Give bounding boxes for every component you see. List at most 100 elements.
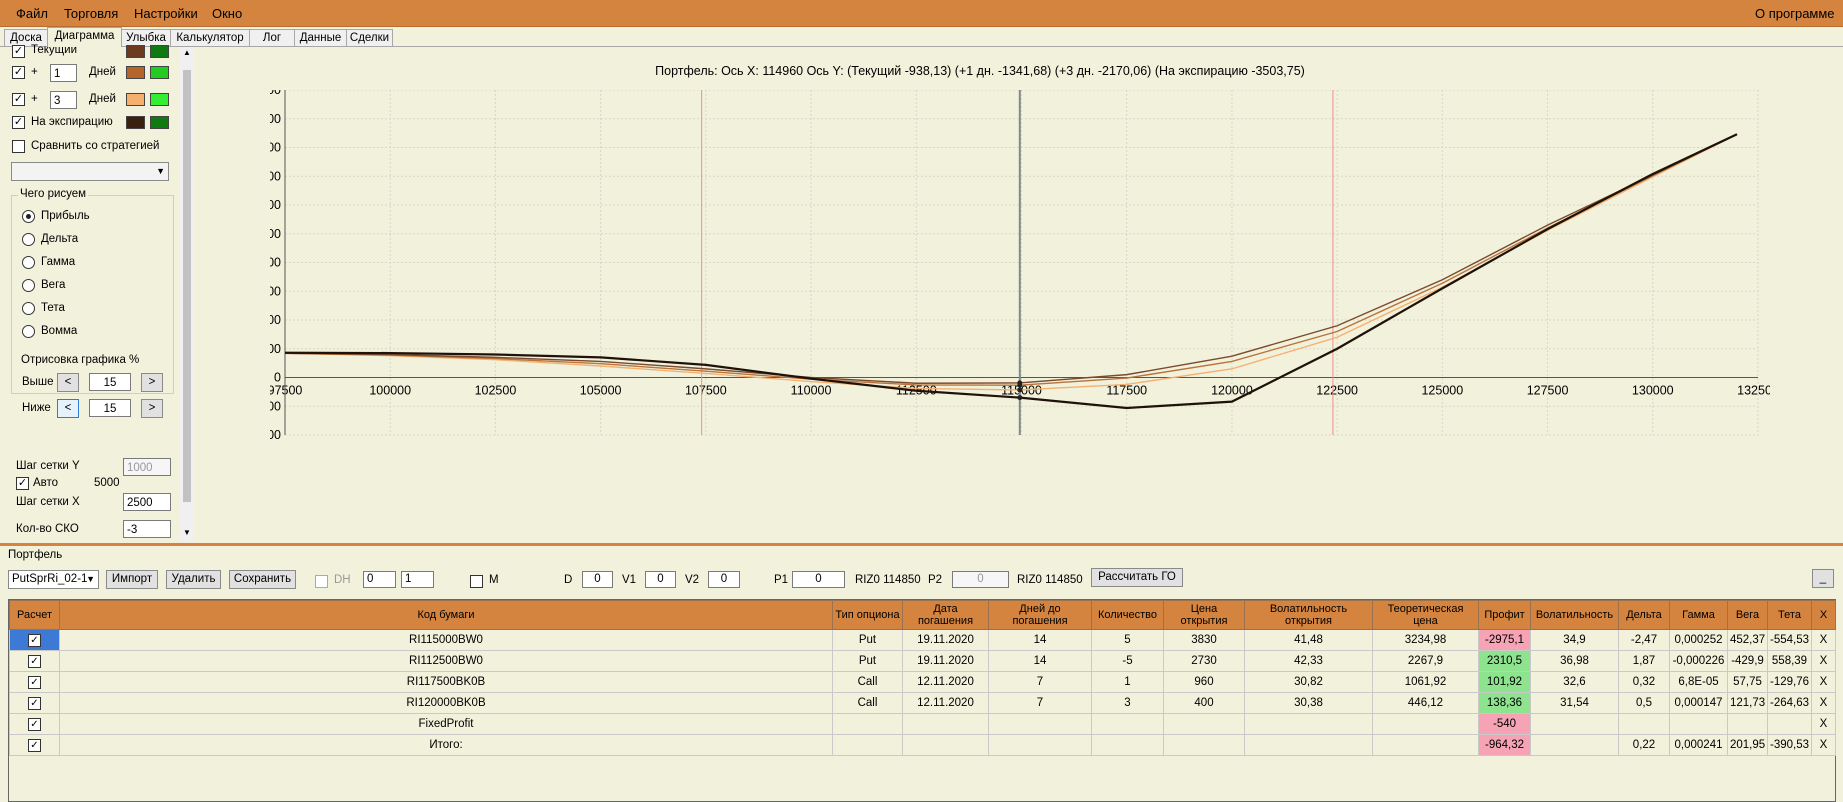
header-theta[interactable]: Тета <box>1767 600 1812 630</box>
p1-input[interactable]: 0 <box>792 571 845 588</box>
delete-button[interactable]: Удалить <box>166 570 221 589</box>
radio-delta[interactable] <box>22 233 35 246</box>
below-value-input[interactable]: 15 <box>89 399 131 417</box>
tab-calculator[interactable]: Калькулятор <box>170 29 250 46</box>
tab-diagram[interactable]: Диаграмма <box>47 27 122 47</box>
above-decrease-button[interactable]: < <box>57 373 79 392</box>
current-color-swatch[interactable] <box>126 45 145 58</box>
remove-row-button[interactable]: X <box>1811 713 1836 735</box>
scroll-down-icon[interactable]: ▼ <box>183 528 191 537</box>
sko-input[interactable]: -3 <box>123 520 171 538</box>
plus3-color-swatch[interactable] <box>126 93 145 106</box>
import-button[interactable]: Импорт <box>106 570 158 589</box>
calc-checkbox[interactable]: ✓ <box>28 654 41 668</box>
menu-trade[interactable]: Торговля <box>64 6 119 21</box>
plus3-green-swatch[interactable] <box>150 93 169 106</box>
plus3-days-input[interactable]: 3 <box>50 91 77 109</box>
plus1-checkbox[interactable]: ✓ <box>12 66 25 79</box>
radio-profit[interactable] <box>22 210 35 223</box>
v1-input[interactable]: 0 <box>645 571 676 588</box>
table-row[interactable]: ✓ RI115000BW0 Put 19.11.2020 14 5 3830 41,48 323… <box>9 629 1836 651</box>
calc-checkbox-cell[interactable]: ✓ <box>9 650 60 672</box>
calc-checkbox[interactable]: ✓ <box>28 738 41 752</box>
radio-gamma[interactable] <box>22 256 35 269</box>
panel-splitter[interactable] <box>0 543 1843 546</box>
header-days[interactable]: Дней до погашения <box>988 600 1092 630</box>
remove-row-button[interactable]: X <box>1811 734 1836 756</box>
below-decrease-button[interactable]: < <box>57 399 79 418</box>
calc-checkbox[interactable]: ✓ <box>28 675 41 689</box>
grid-x-input[interactable]: 2500 <box>123 493 171 511</box>
header-open-vol[interactable]: Волатильность открытия <box>1244 600 1373 630</box>
calc-checkbox[interactable]: ✓ <box>28 696 41 710</box>
d-input[interactable]: 0 <box>582 571 613 588</box>
calc-checkbox-cell[interactable]: ✓ <box>9 629 60 651</box>
dh-stepper-b[interactable]: 1 <box>401 571 434 588</box>
calc-checkbox-cell[interactable]: ✓ <box>9 671 60 693</box>
portfolio-select[interactable]: PutSprRi_02-1 ▼ <box>8 570 99 589</box>
expiration-green-swatch[interactable] <box>150 116 169 129</box>
calculate-go-button[interactable]: Рассчитать ГО <box>1091 568 1183 587</box>
current-checkbox[interactable]: ✓ <box>12 45 25 58</box>
table-row[interactable]: ✓ RI117500BK0B Call 12.11.2020 7 1 960 30,82 106… <box>9 671 1836 693</box>
calc-checkbox-cell[interactable]: ✓ <box>9 713 60 735</box>
radio-theta[interactable] <box>22 302 35 315</box>
menu-settings[interactable]: Настройки <box>134 6 198 21</box>
scrollbar-thumb[interactable] <box>183 70 191 502</box>
radio-vomma[interactable] <box>22 325 35 338</box>
header-theo-price[interactable]: Теоретическая цена <box>1372 600 1479 630</box>
table-row[interactable]: ✓ FixedProfit -540 X <box>9 713 1836 735</box>
header-date[interactable]: Дата погашения <box>902 600 989 630</box>
table-row[interactable]: ✓ RI120000BK0B Call 12.11.2020 7 3 400 30,38 446… <box>9 692 1836 714</box>
menu-file[interactable]: Файл <box>16 6 48 21</box>
expiration-checkbox[interactable]: ✓ <box>12 116 25 129</box>
remove-row-button[interactable]: X <box>1811 650 1836 672</box>
compare-checkbox[interactable] <box>12 140 25 153</box>
dh-checkbox[interactable] <box>315 575 328 588</box>
plus1-days-input[interactable]: 1 <box>50 64 77 82</box>
remove-row-button[interactable]: X <box>1811 629 1836 651</box>
header-vol[interactable]: Волатильность <box>1530 600 1619 630</box>
auto-checkbox[interactable]: ✓ <box>16 477 29 490</box>
calc-checkbox-cell[interactable]: ✓ <box>9 692 60 714</box>
header-gamma[interactable]: Гамма <box>1669 600 1728 630</box>
menu-about[interactable]: О программе <box>1755 6 1835 21</box>
dh-stepper-a[interactable]: 0 <box>363 571 396 588</box>
calc-checkbox[interactable]: ✓ <box>28 717 41 731</box>
above-value-input[interactable]: 15 <box>89 373 131 391</box>
strategy-select[interactable]: ▼ <box>11 162 169 181</box>
calc-checkbox-cell[interactable]: ✓ <box>9 734 60 756</box>
tab-smile[interactable]: Улыбка <box>121 29 171 46</box>
tab-log[interactable]: Лог <box>249 29 295 46</box>
menu-window[interactable]: Окно <box>212 6 243 21</box>
p2-input[interactable]: 0 <box>952 571 1009 588</box>
header-code[interactable]: Код бумаги <box>59 600 833 630</box>
header-calc[interactable]: Расчет <box>9 600 60 630</box>
header-profit[interactable]: Профит <box>1478 600 1531 630</box>
tab-data[interactable]: Данные <box>294 29 347 46</box>
payoff-chart[interactable]: 5000045000400003500030000250002000015000… <box>270 90 1770 530</box>
plus1-green-swatch[interactable] <box>150 66 169 79</box>
above-increase-button[interactable]: > <box>141 373 163 392</box>
m-checkbox[interactable] <box>470 575 483 588</box>
plus1-color-swatch[interactable] <box>126 66 145 79</box>
table-row[interactable]: ✓ Итого: -964,32 0,22 0,000241 201,95 -390,53 X <box>9 734 1836 756</box>
minimize-button[interactable]: _ <box>1812 569 1834 588</box>
plus3-checkbox[interactable]: ✓ <box>12 93 25 106</box>
remove-row-button[interactable]: X <box>1811 692 1836 714</box>
grid-y-input[interactable]: 1000 <box>123 458 171 476</box>
header-open-price[interactable]: Цена открытия <box>1163 600 1245 630</box>
header-type[interactable]: Тип опциона <box>832 600 903 630</box>
scroll-up-icon[interactable]: ▲ <box>183 48 191 57</box>
expiration-color-swatch[interactable] <box>126 116 145 129</box>
radio-vega[interactable] <box>22 279 35 292</box>
header-qty[interactable]: Количество <box>1091 600 1164 630</box>
below-increase-button[interactable]: > <box>141 399 163 418</box>
tab-deals[interactable]: Сделки <box>346 29 393 46</box>
current-green-swatch[interactable] <box>150 45 169 58</box>
v2-input[interactable]: 0 <box>708 571 740 588</box>
header-delta[interactable]: Дельта <box>1618 600 1670 630</box>
remove-row-button[interactable]: X <box>1811 671 1836 693</box>
calc-checkbox[interactable]: ✓ <box>28 633 41 647</box>
save-button[interactable]: Сохранить <box>229 570 296 589</box>
